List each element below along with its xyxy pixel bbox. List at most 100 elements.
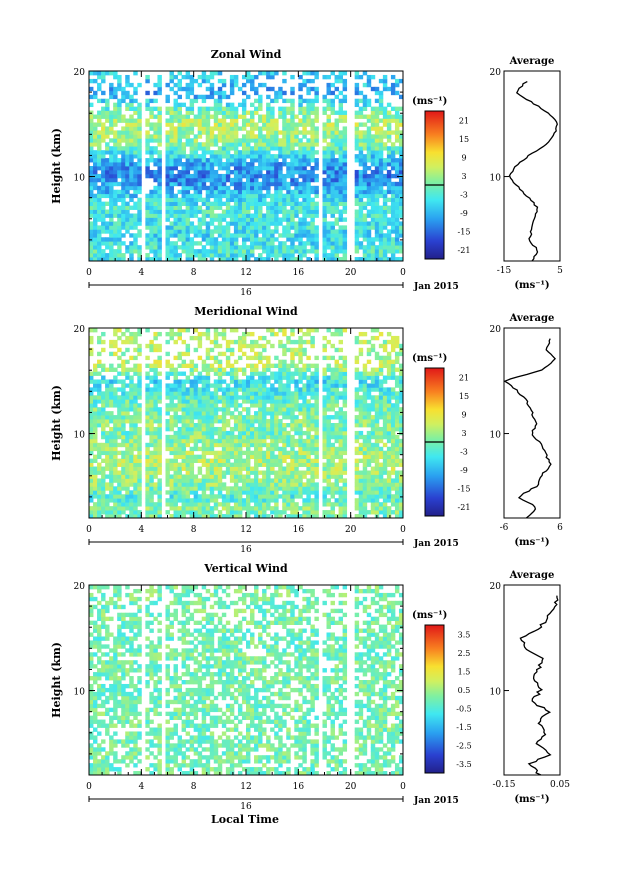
heatmap-cell xyxy=(97,118,102,123)
heatmap-cell xyxy=(266,118,271,123)
heatmap-cell xyxy=(213,122,219,127)
heatmap-cell xyxy=(109,450,114,456)
heatmap-cell xyxy=(205,407,211,412)
heatmap-cell xyxy=(101,415,106,420)
heatmap-cell xyxy=(250,486,255,491)
heatmap-cell xyxy=(258,205,263,210)
heatmap-cell xyxy=(354,245,360,250)
heatmap-cell xyxy=(270,162,275,167)
heatmap-cell xyxy=(302,122,307,127)
heatmap-cell xyxy=(330,146,335,151)
heatmap-cell xyxy=(181,351,187,357)
heatmap-cell xyxy=(189,335,195,341)
heatmap-cell xyxy=(314,189,319,195)
heatmap-cell xyxy=(169,474,174,479)
heatmap-cell xyxy=(201,450,207,456)
heatmap-cell xyxy=(250,130,255,135)
heatmap-cell xyxy=(362,169,368,175)
heatmap-cell xyxy=(314,130,319,135)
heatmap-cell xyxy=(237,415,243,420)
heatmap-cell xyxy=(310,486,315,491)
heatmap-cell xyxy=(109,430,114,436)
heatmap-cell xyxy=(398,162,404,167)
heatmap-cell xyxy=(109,94,114,100)
heatmap-cell xyxy=(270,126,275,131)
heatmap-cell xyxy=(121,146,126,151)
heatmap-cell xyxy=(197,82,203,88)
heatmap-cell xyxy=(310,154,315,159)
heatmap-cell xyxy=(270,462,275,467)
heatmap-cell xyxy=(241,110,247,115)
heatmap-cell xyxy=(282,197,287,203)
heatmap-cell xyxy=(229,253,235,258)
heatmap-cell xyxy=(113,122,118,127)
heatmap-cell xyxy=(209,257,215,262)
heatmap-cell xyxy=(306,462,311,467)
heatmap-cell xyxy=(310,150,315,155)
heatmap-cell xyxy=(177,86,182,92)
heatmap-cell xyxy=(193,209,199,214)
heatmap-cell xyxy=(89,339,94,345)
heatmap-cell xyxy=(258,71,263,76)
heatmap-cell xyxy=(394,138,400,143)
heatmap-cell xyxy=(278,419,283,424)
heatmap-cell xyxy=(133,106,138,111)
heatmap-cell xyxy=(246,430,251,436)
heatmap-cell xyxy=(225,419,231,424)
heatmap-cell xyxy=(233,110,239,115)
heatmap-cell xyxy=(169,442,174,448)
heatmap-cell xyxy=(221,257,227,262)
heatmap-cell xyxy=(201,462,207,467)
heatmap-cell xyxy=(270,419,275,424)
heatmap-cell xyxy=(298,229,303,234)
heatmap-cell xyxy=(121,166,126,171)
heatmap-cell xyxy=(217,162,223,167)
heatmap-cell xyxy=(362,146,368,151)
heatmap-cell xyxy=(173,197,178,203)
heatmap-cell xyxy=(89,506,94,511)
heatmap-cell xyxy=(394,257,400,262)
heatmap-cell xyxy=(181,478,187,483)
heatmap-cell xyxy=(149,478,154,483)
heatmap-cell xyxy=(354,126,360,131)
heatmap-cell xyxy=(342,98,348,104)
heatmap-cell xyxy=(169,328,174,333)
heatmap-cell xyxy=(157,419,162,424)
heatmap-cell xyxy=(101,71,106,76)
heatmap-cell xyxy=(97,209,102,214)
heatmap-cell xyxy=(250,158,255,163)
heatmap-cell xyxy=(282,126,287,131)
heatmap-cell xyxy=(225,403,231,408)
heatmap-cell xyxy=(386,173,392,179)
heatmap-cell xyxy=(121,454,126,460)
heatmap-cell xyxy=(165,142,170,147)
heatmap-cell xyxy=(326,173,331,179)
heatmap-cell xyxy=(326,185,331,191)
heatmap-cell xyxy=(185,466,191,471)
heatmap-cell xyxy=(229,391,235,396)
heatmap-cell xyxy=(169,110,174,115)
heatmap-cell xyxy=(173,118,178,123)
heatmap-cell xyxy=(302,114,307,119)
heatmap-cell xyxy=(109,482,114,487)
heatmap-cell xyxy=(125,411,130,416)
heatmap-cell xyxy=(254,514,259,519)
heatmap-cell xyxy=(229,351,235,357)
heatmap-cell xyxy=(189,391,195,396)
heatmap-cell xyxy=(354,90,360,96)
heatmap-cell xyxy=(101,482,106,487)
heatmap-cell xyxy=(149,233,154,238)
heatmap-cell xyxy=(241,82,247,88)
heatmap-cell xyxy=(354,241,360,246)
heatmap-cell xyxy=(334,162,339,167)
heatmap-cell xyxy=(338,74,344,80)
heatmap-cell xyxy=(282,430,287,436)
heatmap-cell xyxy=(101,249,106,254)
heatmap-cell xyxy=(129,331,134,337)
heatmap-cell xyxy=(165,359,170,365)
heatmap-cell xyxy=(322,185,327,191)
heatmap-cell xyxy=(213,379,219,384)
heatmap-cell xyxy=(165,339,170,345)
heatmap-cell xyxy=(386,138,392,143)
heatmap-cell xyxy=(121,154,126,159)
